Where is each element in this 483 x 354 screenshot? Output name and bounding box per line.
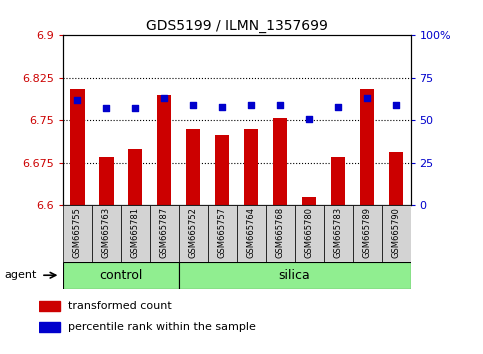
- Bar: [39, 301, 60, 311]
- Point: [73, 97, 81, 103]
- Point: [392, 102, 400, 108]
- Point: [276, 102, 284, 108]
- Point: [102, 105, 110, 111]
- Bar: [237, 205, 266, 262]
- Text: agent: agent: [5, 270, 37, 280]
- Bar: [389, 152, 403, 205]
- Text: GSM665764: GSM665764: [247, 207, 256, 258]
- Text: control: control: [99, 269, 142, 282]
- Bar: [179, 262, 411, 289]
- Text: GSM665763: GSM665763: [102, 207, 111, 258]
- Text: GSM665787: GSM665787: [160, 207, 169, 258]
- Point: [218, 104, 226, 110]
- Bar: [121, 205, 150, 262]
- Bar: [186, 129, 200, 205]
- Bar: [382, 205, 411, 262]
- Point: [189, 102, 197, 108]
- Bar: [70, 89, 85, 205]
- Text: GSM665768: GSM665768: [276, 207, 284, 258]
- Bar: [92, 205, 121, 262]
- Bar: [302, 197, 316, 205]
- Point: [363, 96, 371, 101]
- Point: [131, 105, 139, 111]
- Point: [305, 116, 313, 121]
- Text: silica: silica: [279, 269, 311, 282]
- Text: GSM665789: GSM665789: [363, 207, 371, 258]
- Bar: [353, 205, 382, 262]
- Text: GSM665752: GSM665752: [189, 207, 198, 258]
- Bar: [324, 205, 353, 262]
- Text: GSM665790: GSM665790: [392, 207, 400, 258]
- Text: GSM665757: GSM665757: [218, 207, 227, 258]
- Bar: [208, 205, 237, 262]
- Title: GDS5199 / ILMN_1357699: GDS5199 / ILMN_1357699: [146, 19, 327, 33]
- Text: GSM665780: GSM665780: [305, 207, 313, 258]
- Bar: [150, 205, 179, 262]
- Bar: [360, 89, 374, 205]
- Bar: [99, 157, 114, 205]
- Bar: [63, 262, 179, 289]
- Text: GSM665783: GSM665783: [334, 207, 342, 258]
- Point: [334, 104, 342, 110]
- Bar: [331, 157, 345, 205]
- Bar: [63, 205, 92, 262]
- Text: GSM665755: GSM665755: [73, 207, 82, 258]
- Point: [247, 102, 255, 108]
- Text: transformed count: transformed count: [69, 301, 172, 311]
- Point: [160, 96, 168, 101]
- Bar: [179, 205, 208, 262]
- Bar: [295, 205, 324, 262]
- Bar: [39, 322, 60, 332]
- Bar: [128, 149, 142, 205]
- Bar: [244, 129, 258, 205]
- Bar: [157, 95, 171, 205]
- Bar: [215, 135, 229, 205]
- Text: GSM665781: GSM665781: [131, 207, 140, 258]
- Text: percentile rank within the sample: percentile rank within the sample: [69, 322, 256, 332]
- Bar: [266, 205, 295, 262]
- Bar: [273, 118, 287, 205]
